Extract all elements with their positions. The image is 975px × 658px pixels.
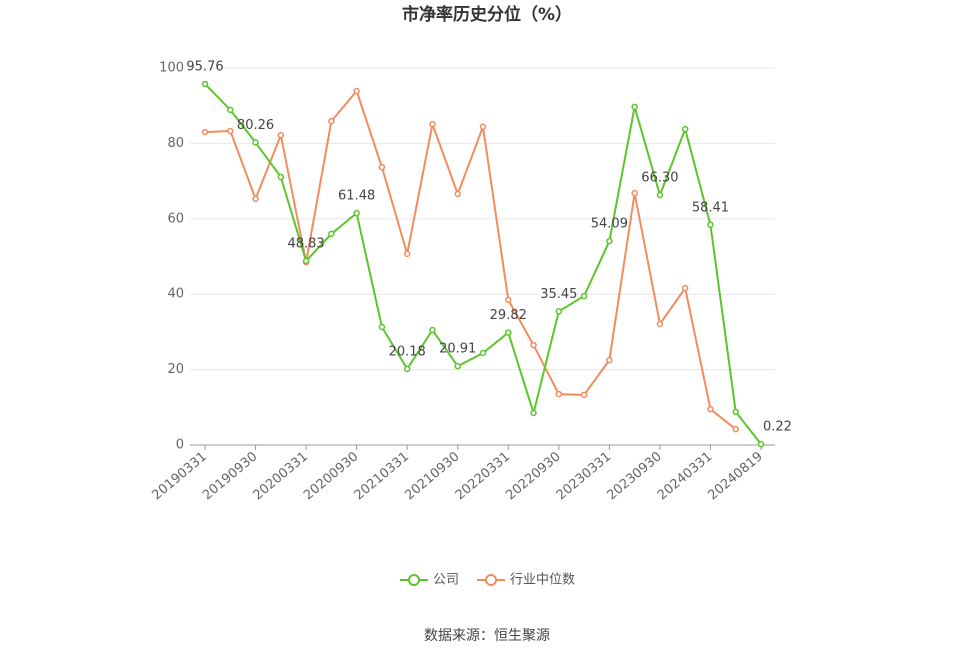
legend-marker: [408, 574, 420, 586]
y-tick-label: 80: [167, 136, 184, 151]
point: [707, 405, 714, 413]
point: [328, 117, 335, 125]
point: [580, 391, 588, 399]
source: 数据来源：恒生聚源: [424, 628, 550, 644]
point: [378, 163, 386, 171]
x-tick-label: 20240819: [705, 449, 765, 503]
point: [505, 296, 512, 304]
point: [732, 408, 739, 416]
x-tick-label: 20200331: [251, 449, 311, 503]
point: [454, 190, 461, 198]
x-tick-label: 20220331: [453, 449, 513, 503]
point: [580, 292, 588, 300]
point: [681, 125, 689, 133]
data-label: 20.18: [389, 344, 426, 359]
point: [403, 365, 411, 373]
data-label: 48.83: [287, 236, 324, 251]
point: [505, 329, 512, 336]
point: [429, 120, 436, 128]
point: [277, 173, 285, 181]
data-label: 61.48: [338, 189, 375, 204]
x-tick-label: 20210930: [402, 449, 462, 503]
point: [631, 189, 638, 197]
point: [252, 195, 259, 203]
point: [201, 80, 209, 88]
x-tick-label: 20240331: [655, 449, 715, 503]
point: [378, 323, 386, 331]
point: [353, 209, 360, 217]
y-tick-label: 40: [167, 287, 184, 302]
point: [429, 326, 436, 334]
point: [732, 425, 739, 433]
point: [681, 284, 689, 292]
point: [606, 237, 613, 245]
point: [227, 127, 234, 135]
x-tick-label: 20190331: [149, 449, 209, 503]
point: [631, 103, 638, 111]
point: [555, 308, 563, 315]
series-line: [204, 88, 737, 430]
point: [530, 341, 537, 349]
legend-marker: [485, 574, 497, 586]
point: [252, 139, 259, 146]
data-label: 0.22: [763, 420, 792, 435]
data-label: 95.76: [186, 59, 223, 74]
x-tick-label: 20220930: [503, 449, 563, 503]
series-line: [204, 83, 762, 445]
y-tick-label: 60: [167, 211, 184, 226]
x-tick-label: 20190930: [200, 449, 260, 503]
point: [530, 409, 537, 417]
point: [479, 123, 487, 131]
point: [328, 230, 335, 238]
legend-label: 公司: [433, 573, 459, 588]
legend-label: 行业中位数: [510, 573, 575, 588]
x-tick-label: 20230331: [554, 449, 614, 503]
chart-title: 市净率历史分位（%）: [402, 4, 572, 25]
point: [606, 356, 613, 364]
point: [757, 440, 765, 448]
point: [555, 390, 563, 398]
data-label: 54.09: [591, 217, 628, 232]
y-tick-label: 20: [167, 362, 184, 377]
x-tick-label: 20200930: [301, 449, 361, 503]
x-tick-label: 20230930: [604, 449, 664, 503]
point: [353, 87, 360, 95]
point: [403, 250, 411, 258]
point: [707, 221, 714, 229]
point: [479, 349, 487, 357]
point: [454, 362, 461, 370]
data-label: 58.41: [692, 200, 729, 215]
data-label: 29.82: [490, 308, 527, 323]
data-label: 80.26: [237, 118, 274, 133]
point: [656, 191, 664, 199]
point: [201, 128, 209, 136]
point: [227, 106, 234, 114]
data-label: 20.91: [439, 342, 476, 357]
point: [656, 320, 664, 328]
y-tick-label: 100: [159, 61, 184, 76]
x-tick-label: 20210331: [352, 449, 412, 503]
point: [277, 131, 285, 139]
data-label: 35.45: [540, 287, 577, 302]
data-label: 66.30: [641, 171, 678, 186]
point: [302, 257, 310, 265]
y-tick-label: 0: [176, 438, 184, 453]
